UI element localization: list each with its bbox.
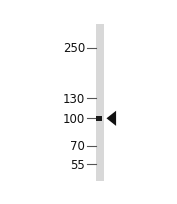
Text: 70: 70 bbox=[70, 140, 85, 153]
Bar bbox=[96, 116, 102, 121]
Text: 250: 250 bbox=[63, 42, 85, 55]
Polygon shape bbox=[107, 111, 116, 126]
Text: 55: 55 bbox=[70, 158, 85, 171]
Bar bbox=[96, 24, 104, 182]
Text: 100: 100 bbox=[63, 112, 85, 125]
Text: 130: 130 bbox=[63, 92, 85, 105]
